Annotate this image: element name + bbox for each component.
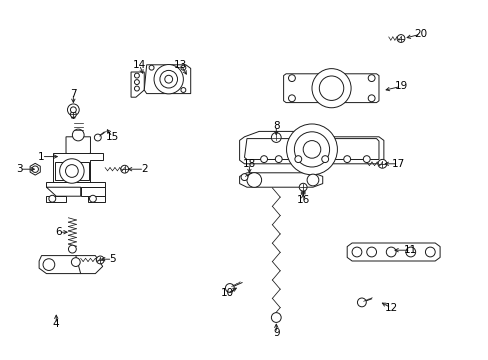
Polygon shape [39,256,90,274]
Circle shape [363,156,369,163]
Circle shape [311,69,350,108]
Text: 20: 20 [413,29,426,39]
Polygon shape [53,153,102,182]
Circle shape [70,112,76,117]
Circle shape [260,156,267,163]
Circle shape [121,165,128,173]
Circle shape [134,73,139,78]
Text: 1: 1 [38,152,45,162]
Circle shape [405,247,415,257]
Circle shape [225,284,234,292]
Text: 8: 8 [272,121,279,131]
Text: 11: 11 [403,245,417,255]
Polygon shape [30,163,40,175]
Circle shape [49,195,56,202]
Text: 3: 3 [16,164,23,174]
Circle shape [343,156,350,163]
Circle shape [60,159,84,183]
Circle shape [286,124,337,175]
Text: 19: 19 [393,81,407,91]
Circle shape [71,258,80,266]
Circle shape [68,245,76,253]
Circle shape [96,256,104,264]
Text: 15: 15 [105,132,119,142]
Polygon shape [239,173,322,187]
Text: 14: 14 [132,60,146,70]
Circle shape [271,132,281,143]
Circle shape [294,156,301,163]
Polygon shape [66,137,90,160]
Circle shape [367,95,374,102]
Polygon shape [346,243,439,261]
Bar [88,196,105,202]
Circle shape [367,75,374,82]
Polygon shape [244,139,378,159]
Polygon shape [283,74,378,103]
Polygon shape [46,182,105,187]
Text: 17: 17 [391,159,405,169]
Circle shape [149,65,154,70]
Circle shape [288,95,295,102]
Text: 13: 13 [174,60,187,70]
Circle shape [366,247,376,257]
Text: 2: 2 [141,164,147,174]
Polygon shape [144,65,190,94]
Circle shape [386,247,395,257]
Circle shape [396,35,404,42]
Circle shape [306,174,318,186]
Circle shape [67,104,79,116]
Circle shape [181,65,185,70]
Circle shape [303,141,320,158]
Circle shape [65,165,78,177]
Circle shape [181,87,185,93]
Circle shape [288,75,295,82]
Text: 10: 10 [221,288,233,298]
Circle shape [134,86,139,91]
Circle shape [357,298,366,307]
Polygon shape [131,72,144,97]
Circle shape [94,134,101,141]
Polygon shape [81,187,105,196]
Circle shape [294,132,329,167]
Circle shape [32,166,39,172]
Bar [55,162,88,180]
Circle shape [319,76,343,100]
Circle shape [72,129,84,141]
Polygon shape [76,256,102,274]
Circle shape [43,259,55,270]
Text: 9: 9 [272,328,279,338]
Circle shape [154,64,183,94]
Circle shape [351,247,361,257]
Text: 16: 16 [296,195,309,205]
Circle shape [164,75,172,83]
Text: 18: 18 [242,159,256,169]
Polygon shape [239,131,383,164]
Bar [46,196,66,202]
Circle shape [377,159,386,168]
Circle shape [246,173,261,187]
Circle shape [89,195,96,202]
Circle shape [160,71,177,88]
Text: 5: 5 [109,254,116,264]
Polygon shape [46,187,81,196]
Text: 7: 7 [70,89,77,99]
Circle shape [425,247,434,257]
Text: 6: 6 [55,227,62,237]
Circle shape [299,183,306,191]
Circle shape [134,80,139,85]
Circle shape [275,156,282,163]
Circle shape [70,107,76,113]
Text: 4: 4 [53,319,60,329]
Circle shape [321,156,328,163]
Text: 12: 12 [384,303,397,313]
Circle shape [241,174,247,181]
Circle shape [271,312,281,323]
